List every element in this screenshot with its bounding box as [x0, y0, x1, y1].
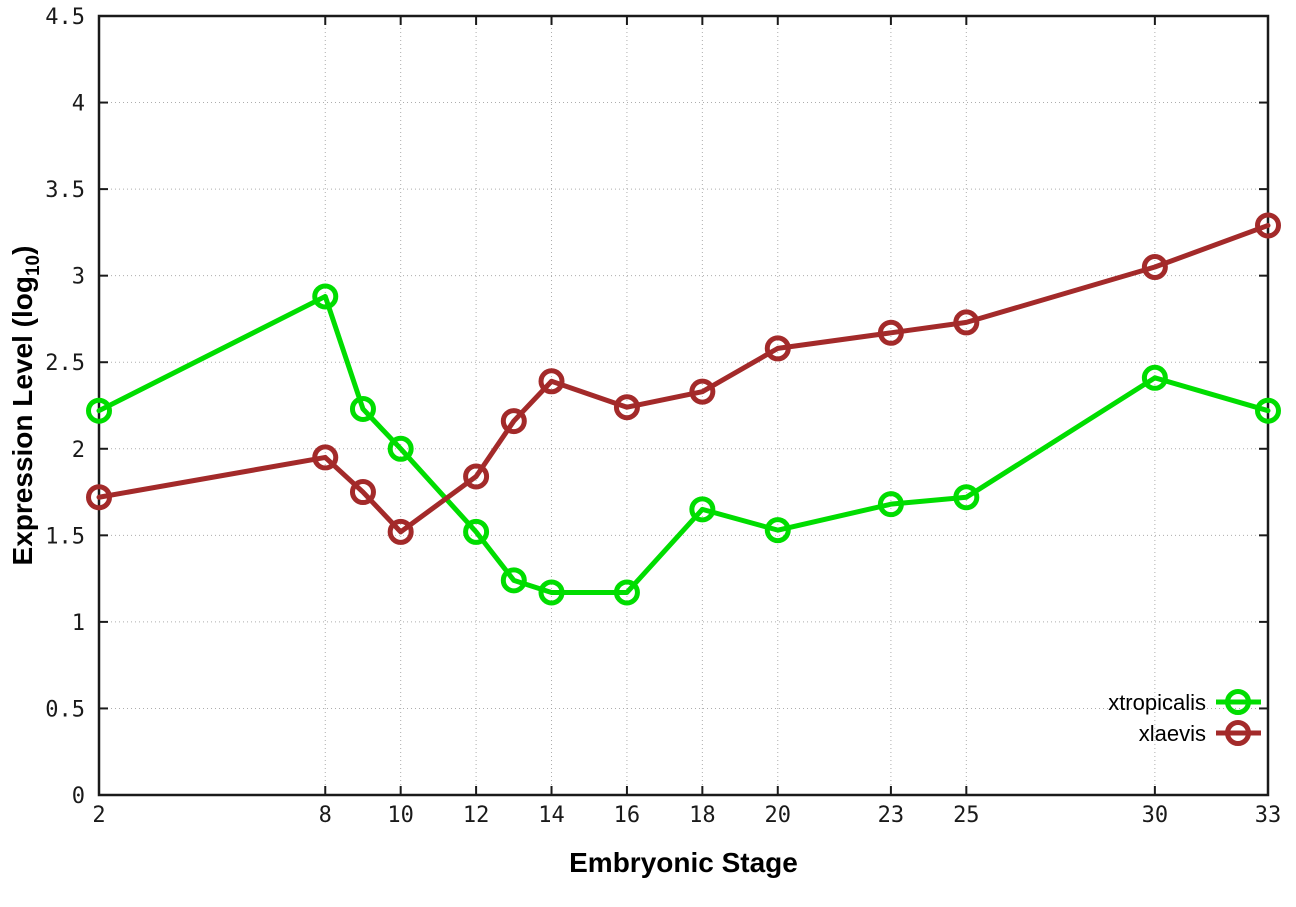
data-point-xtropicalis	[1141, 364, 1168, 391]
x-tick-label: 23	[878, 803, 905, 828]
tick-labels: 2 8 10 12 14 16 18 20 23 25 30 33 0 0.5 1 1.5 2 2.5 3 3.5 4 4…	[45, 5, 1281, 828]
data-point-xtropicalis	[877, 491, 904, 518]
y-tick-label: 0.5	[45, 697, 85, 722]
data-point-xlaevis	[1255, 212, 1281, 239]
y-tick-label: 2.5	[45, 351, 85, 376]
data-point-xtropicalis	[86, 397, 112, 424]
data-point-xtropicalis	[387, 435, 414, 462]
x-tick-label: 10	[387, 803, 414, 828]
x-tick-label: 8	[319, 803, 332, 828]
x-tick-label: 33	[1255, 803, 1282, 828]
y-tick-label: 4.5	[45, 5, 85, 30]
data-point-xlaevis	[953, 309, 980, 336]
x-tick-label: 12	[463, 803, 490, 828]
x-tick-label: 30	[1142, 803, 1169, 828]
legend-sample-marker	[1225, 689, 1251, 715]
data-point-xlaevis	[387, 518, 414, 545]
y-tick-label: 3.5	[45, 178, 85, 203]
y-tick-label: 4	[72, 92, 85, 117]
data-point-xlaevis	[86, 484, 112, 511]
data-point-xlaevis	[1141, 254, 1168, 281]
y-tick-label: 1	[72, 611, 85, 636]
data-point-xlaevis	[463, 463, 490, 490]
y-tick-label: 0	[72, 784, 85, 809]
plot-border	[97, 14, 1270, 797]
x-tick-label: 25	[953, 803, 980, 828]
data-point-xtropicalis	[689, 496, 716, 523]
y-tick-label: 3	[72, 265, 85, 290]
data-point-xtropicalis	[349, 395, 376, 422]
series-xlaevis	[86, 212, 1281, 545]
series-xtropicalis	[86, 283, 1281, 606]
data-point-xlaevis	[689, 378, 716, 405]
x-tick-label: 20	[765, 803, 792, 828]
data-point-xtropicalis	[312, 283, 339, 310]
data-point-xtropicalis	[500, 567, 527, 594]
data-point-xlaevis	[613, 394, 640, 421]
x-tick-label: 2	[92, 803, 105, 828]
data-point-xtropicalis	[953, 484, 980, 511]
data-point-xtropicalis	[463, 518, 490, 545]
data-point-xtropicalis	[1255, 397, 1281, 424]
y-tick-label: 2	[72, 438, 85, 463]
legend-label-xlaevis: xlaevis	[1139, 721, 1206, 746]
legend-label-xtropicalis: xtropicalis	[1108, 690, 1206, 715]
x-axis-title: Embryonic Stage	[569, 847, 798, 878]
legend-sample-marker	[1225, 720, 1251, 746]
data-point-xtropicalis	[764, 517, 791, 544]
x-tick-label: 14	[538, 803, 565, 828]
x-tick-label: 18	[689, 803, 716, 828]
series-line-xlaevis	[96, 222, 1271, 535]
data-point-xlaevis	[500, 408, 527, 435]
y-tick-label: 1.5	[45, 524, 85, 549]
data-point-xtropicalis	[538, 579, 565, 606]
x-tick-label: 16	[614, 803, 641, 828]
data-point-xlaevis	[764, 335, 791, 362]
data-point-xlaevis	[312, 444, 339, 471]
tick-marks	[98, 15, 1269, 796]
data-point-xlaevis	[877, 319, 904, 346]
legend: xtropicalis xlaevis	[1108, 689, 1261, 746]
data-point-xlaevis	[538, 368, 565, 395]
gridlines	[98, 15, 1269, 796]
data-point-xlaevis	[349, 479, 376, 506]
series-line-xtropicalis	[96, 293, 1271, 595]
data-point-xtropicalis	[613, 579, 640, 606]
y-axis-title: Expression Level (log10)	[7, 246, 44, 566]
